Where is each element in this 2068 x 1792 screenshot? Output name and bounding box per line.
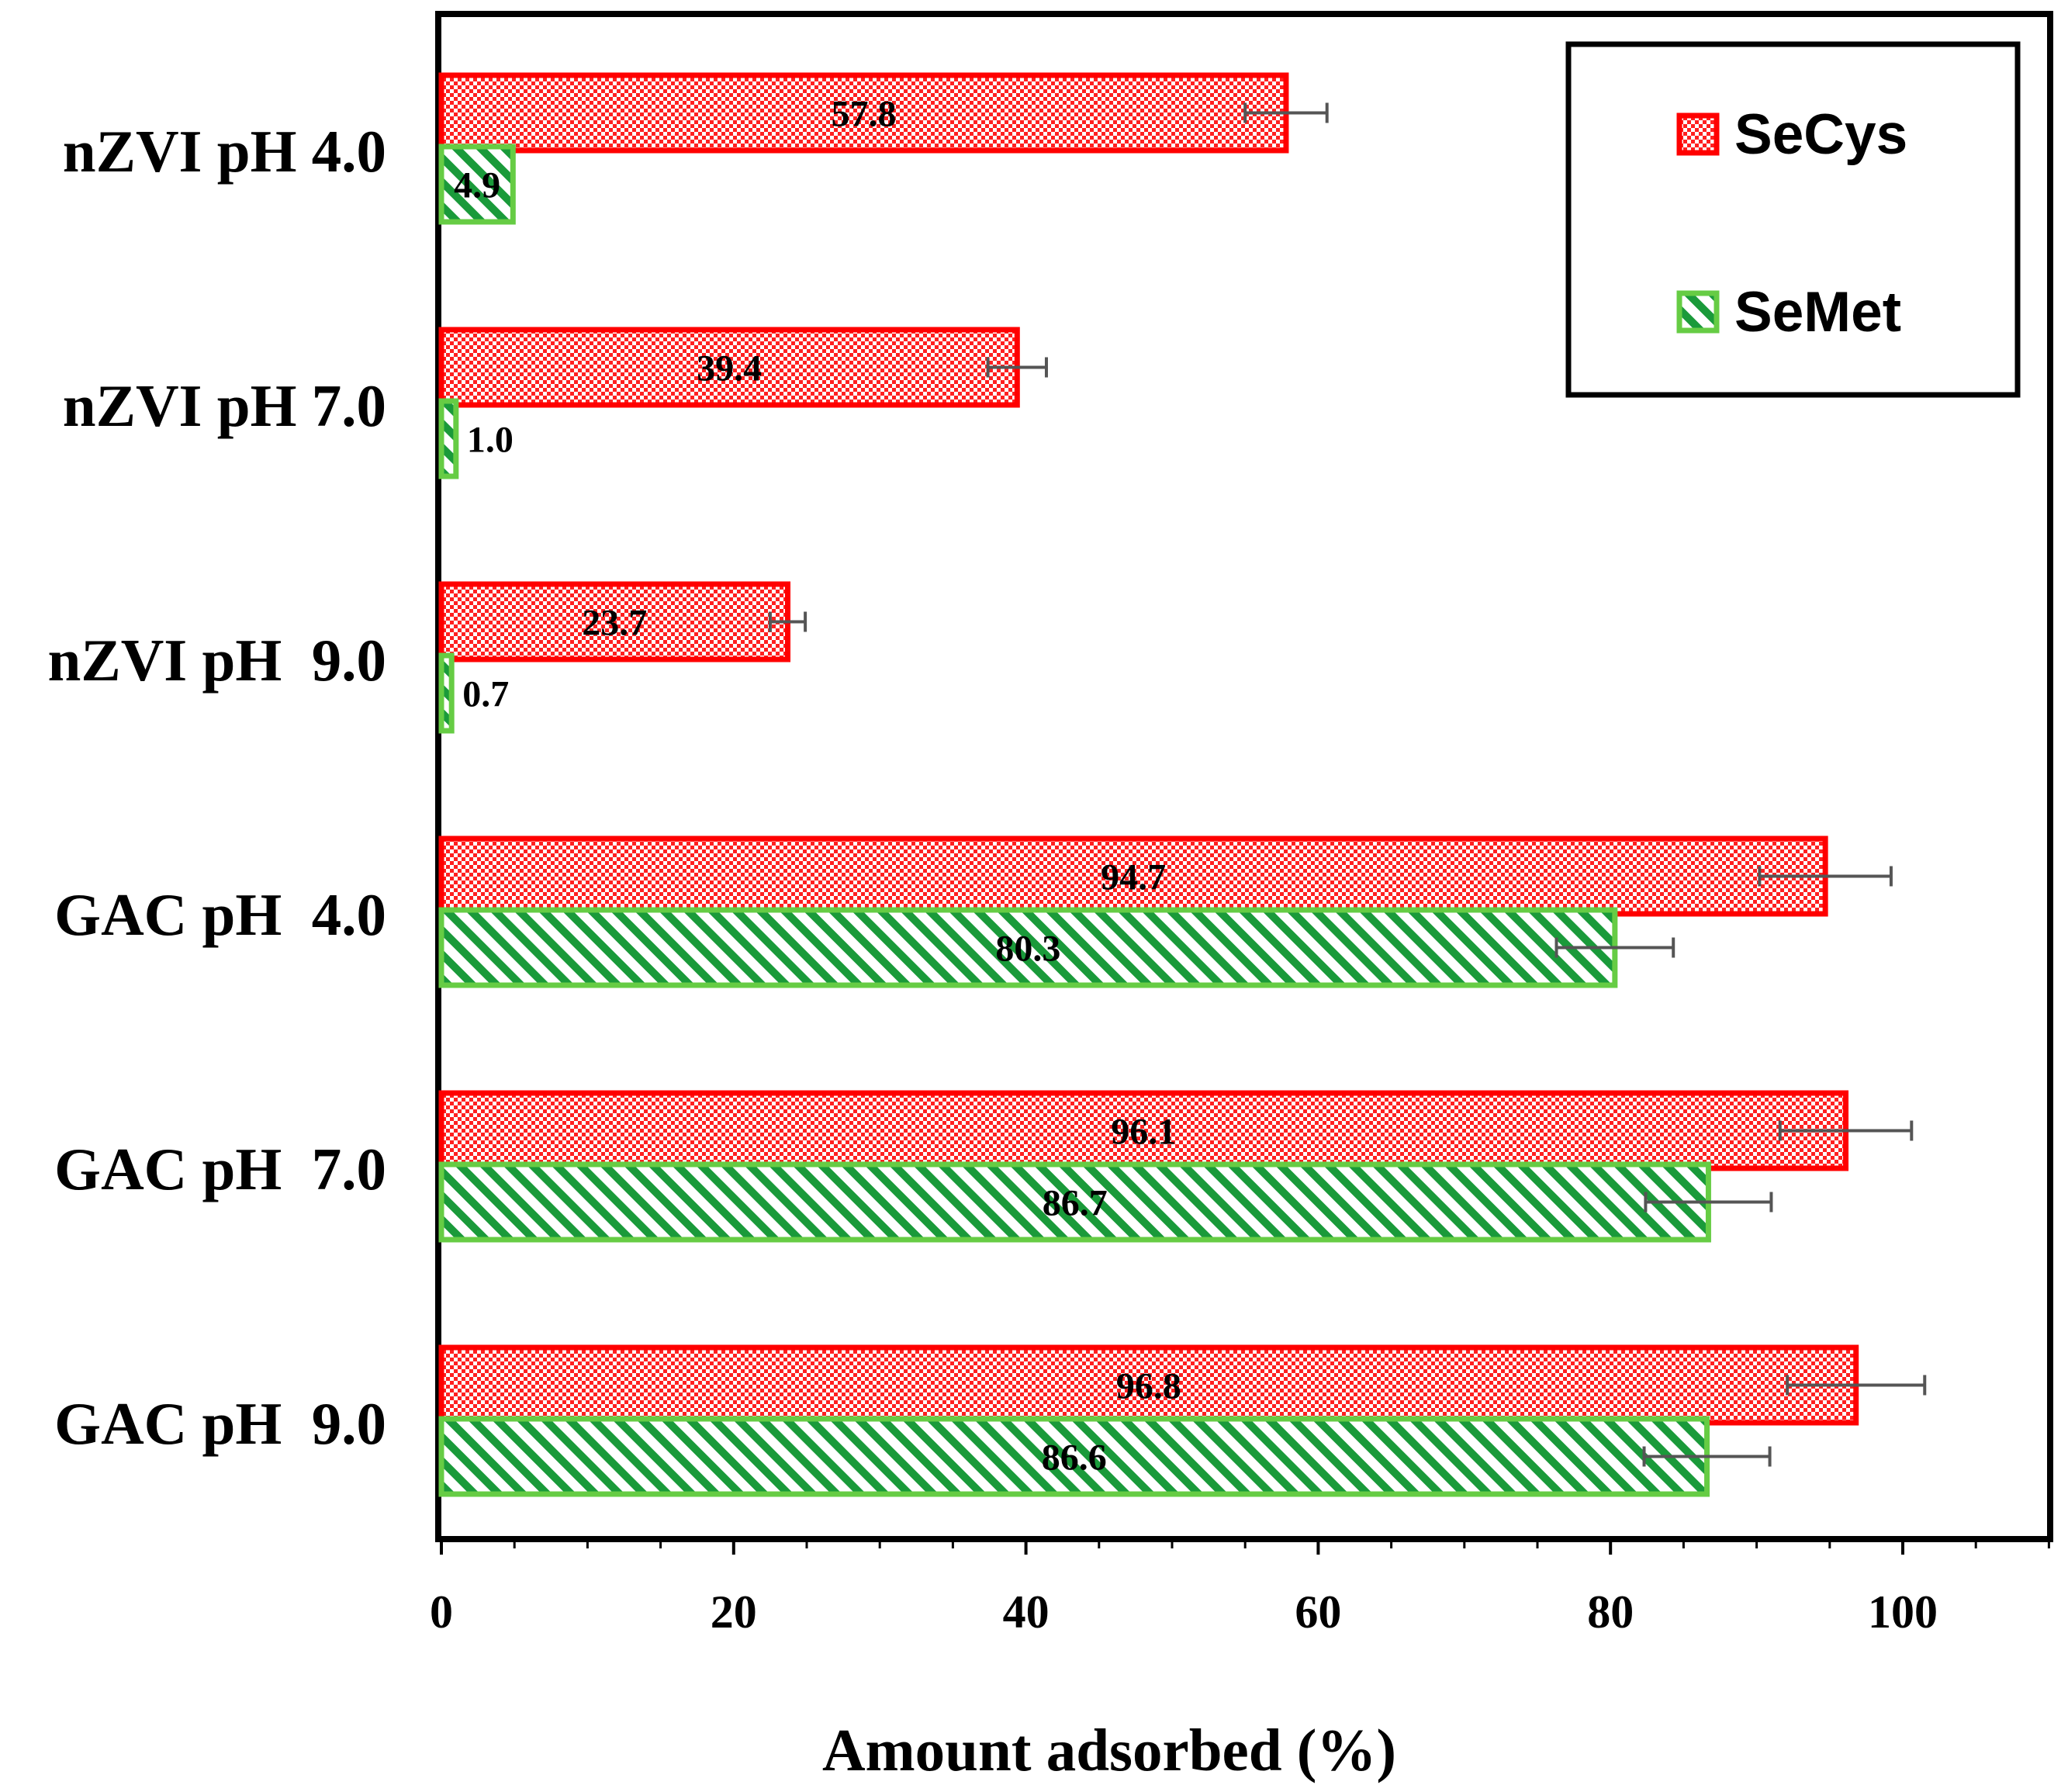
- x-tick-label: 0: [430, 1586, 453, 1638]
- category-label: nZVI pH 9.0: [48, 627, 386, 694]
- category-label: GAC pH 7.0: [54, 1136, 386, 1202]
- value-label-secys: 39.4: [697, 348, 762, 389]
- legend: SeCys SeMet: [1565, 41, 2021, 398]
- bar-semet: [438, 907, 1618, 988]
- value-label-semet: 86.7: [1043, 1183, 1108, 1224]
- bar-secys: [438, 835, 1828, 917]
- legend-swatch-semet: [1676, 290, 1720, 334]
- x-tick-label: 80: [1587, 1586, 1634, 1638]
- value-label-semet: 0.7: [462, 674, 509, 715]
- bar-semet: [438, 652, 455, 734]
- x-axis-title: Amount adsorbed (%): [822, 1717, 1396, 1783]
- category-label: GAC pH 4.0: [54, 881, 386, 948]
- bar-secys: [438, 72, 1289, 154]
- bar-semet: [438, 144, 516, 225]
- x-tick-label: 40: [1003, 1586, 1050, 1638]
- bar-semet: [438, 1161, 1711, 1243]
- bar-secys: [438, 581, 791, 662]
- legend-label-secys: SeCys: [1734, 103, 1907, 166]
- category-label: nZVI pH 4.0: [63, 118, 386, 185]
- x-tick-label: 100: [1868, 1586, 1938, 1638]
- value-label-secys: 23.7: [582, 603, 647, 644]
- value-label-semet: 1.0: [467, 420, 514, 461]
- category-label: GAC pH 9.0: [54, 1390, 386, 1457]
- category-label: nZVI pH 7.0: [63, 372, 386, 439]
- legend-swatch-secys: [1676, 112, 1720, 156]
- value-label-secys: 96.1: [1111, 1112, 1176, 1153]
- value-label-secys: 57.8: [831, 94, 896, 135]
- value-label-semet: 4.9: [454, 165, 500, 206]
- value-label-semet: 80.3: [995, 929, 1060, 970]
- bar-semet: [438, 1416, 1710, 1497]
- legend-label-semet: SeMet: [1734, 281, 1901, 344]
- legend-box: [1565, 41, 2021, 398]
- value-label-secys: 96.8: [1116, 1366, 1181, 1407]
- value-label-semet: 86.6: [1042, 1437, 1107, 1479]
- x-tick-label: 60: [1295, 1586, 1341, 1638]
- value-label-secys: 94.7: [1101, 857, 1166, 898]
- x-tick-label: 20: [711, 1586, 757, 1638]
- bar-semet: [438, 398, 459, 479]
